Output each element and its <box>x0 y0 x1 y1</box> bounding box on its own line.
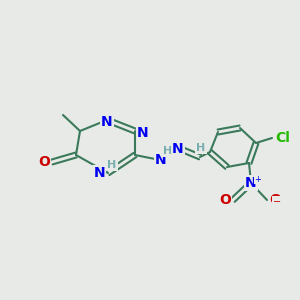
Text: O: O <box>269 193 281 207</box>
Text: O: O <box>219 193 231 207</box>
Text: H: H <box>164 146 172 156</box>
Text: H: H <box>107 160 117 170</box>
Text: N: N <box>137 126 148 140</box>
Text: N: N <box>172 142 184 156</box>
Text: N: N <box>101 115 113 129</box>
Text: −: − <box>273 197 281 207</box>
Text: N: N <box>245 176 257 190</box>
Text: +: + <box>255 175 261 184</box>
Text: N: N <box>155 153 167 167</box>
Text: N: N <box>93 166 105 180</box>
Text: H: H <box>196 143 206 153</box>
Text: Cl: Cl <box>275 131 290 145</box>
Text: O: O <box>38 155 50 169</box>
